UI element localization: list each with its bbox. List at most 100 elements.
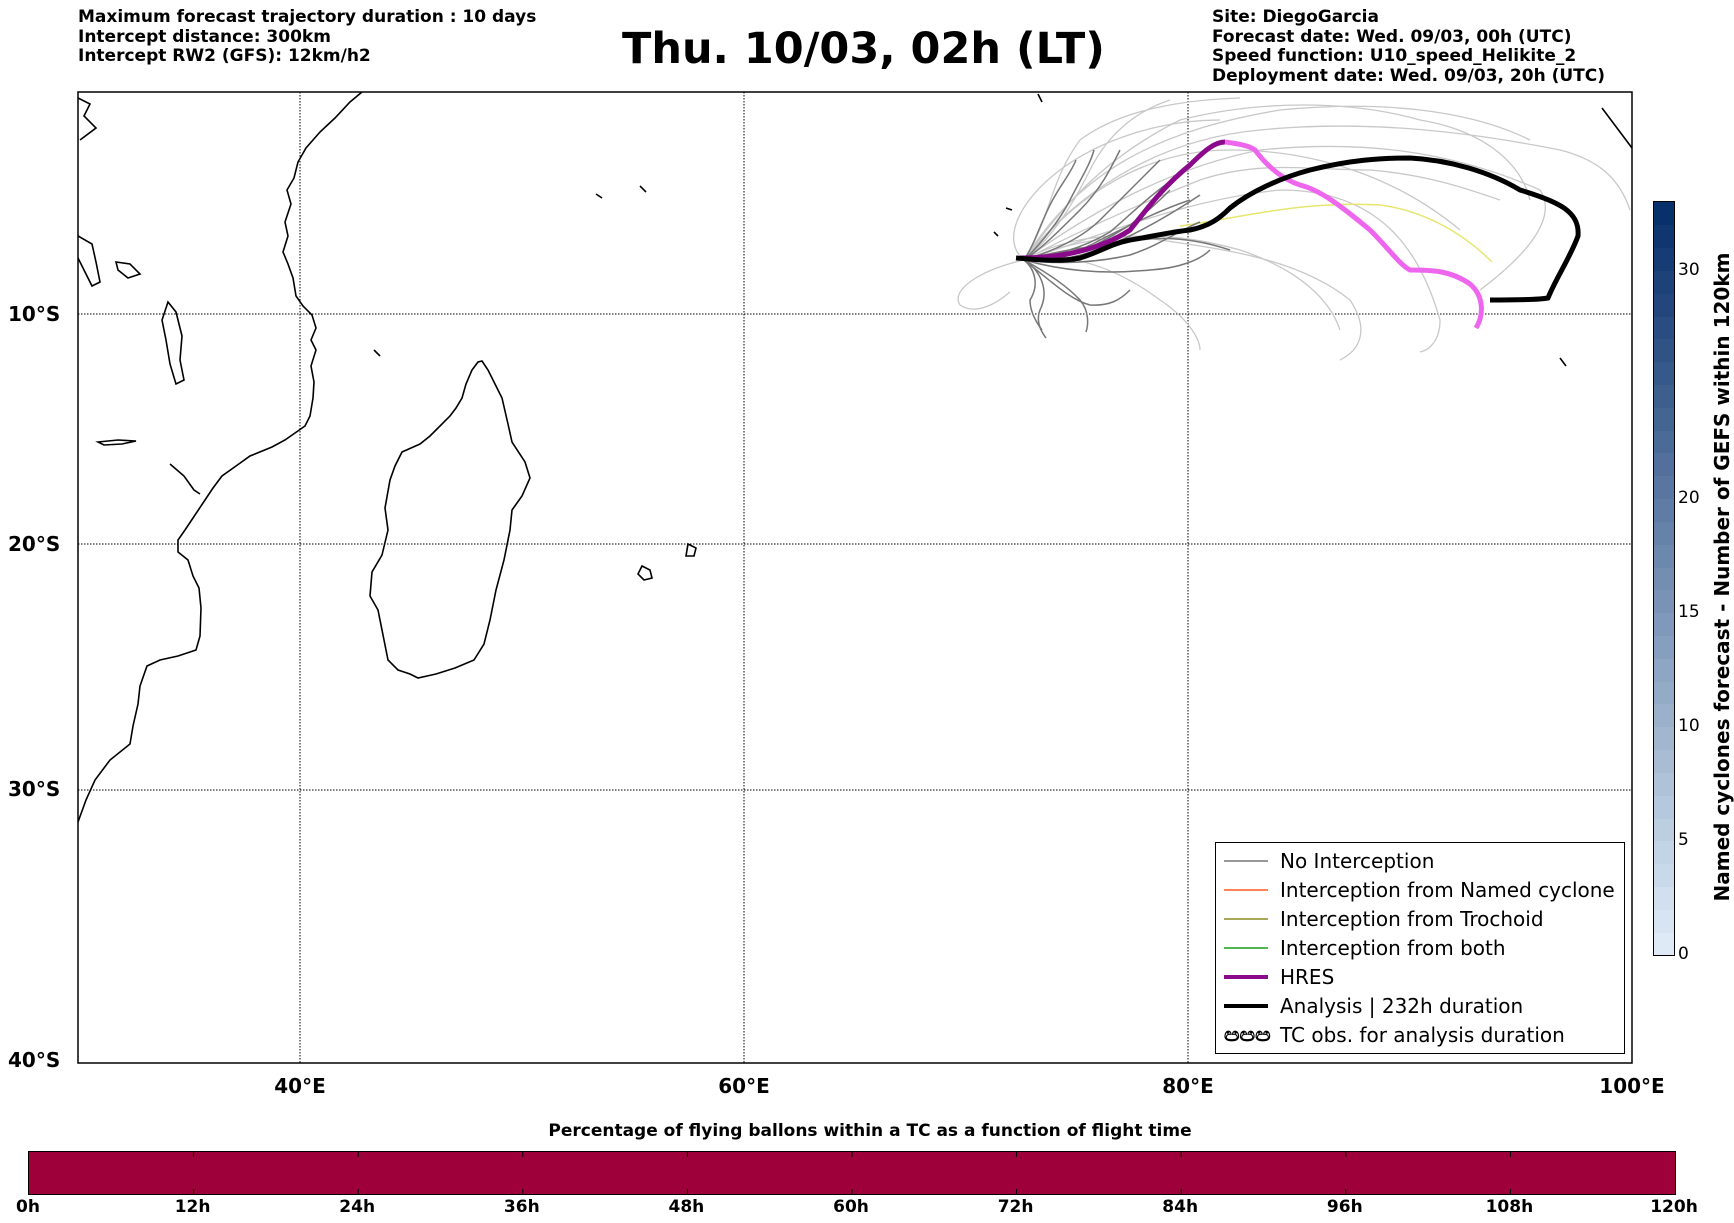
colorbar-segment <box>1654 384 1674 408</box>
hres-trajectory <box>1019 139 1226 261</box>
colorbar-segment <box>1654 795 1674 819</box>
sumatra-tip <box>1601 107 1632 149</box>
flight-time-tick-60h: 60h <box>833 1197 869 1217</box>
sri-lanka-tip <box>1037 93 1043 103</box>
colorbar-tick-5: 5 <box>1678 830 1689 850</box>
legend-label-tc-obs: TC obs. for analysis duration <box>1280 1022 1565 1047</box>
colorbar-segment <box>1654 658 1674 682</box>
legend-item-both: Interception from both <box>1224 933 1506 962</box>
flight-time-tick-96h: 96h <box>1326 1197 1363 1217</box>
colorbar-tick-20: 20 <box>1678 488 1700 508</box>
legend-label-named-cyclone: Interception from Named cyclone <box>1280 877 1615 902</box>
legend-item-named-cyclone: Interception from Named cyclone <box>1224 875 1615 904</box>
forecast-parameters: Maximum forecast trajectory duration : 1… <box>78 7 537 67</box>
colorbar-tick-30: 30 <box>1678 260 1700 280</box>
colorbar-segment <box>1654 338 1674 363</box>
flight-time-tick-24h: 24h <box>339 1197 376 1217</box>
colorbar-segment <box>1654 726 1674 751</box>
legend-label-no-interception: No Interception <box>1280 848 1435 873</box>
site-text: Site: DiegoGarcia <box>1212 7 1379 27</box>
colorbar-segment <box>1654 361 1674 386</box>
map-frame <box>77 91 1633 1064</box>
intercept-rw2-text: Intercept RW2 (GFS): 12km/h2 <box>78 46 371 66</box>
faint-ensemble-members <box>957 97 1631 361</box>
lon-label-60e: 60°E <box>718 1074 770 1098</box>
trajectories <box>957 97 1631 361</box>
colorbar-segment <box>1654 293 1674 317</box>
colorbar-segment <box>1654 521 1674 545</box>
flight-time-tick-36h: 36h <box>503 1197 540 1217</box>
lat-label-20s: 20°S <box>8 532 61 556</box>
colorbar-segment <box>1654 247 1674 271</box>
named-cyclone-swatch <box>1224 888 1268 891</box>
lon-label-80e: 80°E <box>1162 1074 1214 1098</box>
colorbar-segment <box>1654 932 1674 956</box>
legend-label-trochoid: Interception from Trochoid <box>1280 906 1544 931</box>
colorbar-segment <box>1654 612 1674 637</box>
lake-malawi <box>161 300 185 386</box>
legend-item-tc-obs: ඏඏඏ TC obs. for analysis duration <box>1224 1020 1565 1049</box>
colorbar-segment <box>1654 772 1674 796</box>
comoros <box>373 349 381 357</box>
flight-time-colorbar <box>28 1151 1676 1195</box>
hres-swatch <box>1224 974 1268 979</box>
maldives-1 <box>1005 207 1013 211</box>
legend-item-trochoid: Interception from Trochoid <box>1224 904 1544 933</box>
tc-obs-symbol: ඏඏඏ <box>1224 1023 1271 1046</box>
colorbar-label: Named cyclones forecast - Number of GEFS… <box>1710 252 1734 902</box>
colorbar-tick-10: 10 <box>1678 716 1700 736</box>
seychelles-2 <box>639 185 647 193</box>
flight-time-tick-48h: 48h <box>668 1197 705 1217</box>
reunion <box>685 542 697 557</box>
max-duration-text: Maximum forecast trajectory duration : 1… <box>78 7 537 27</box>
legend-item-analysis: Analysis | 232h duration <box>1224 991 1523 1020</box>
colorbar-segment <box>1654 202 1674 226</box>
legend-label-analysis: Analysis | 232h duration <box>1280 993 1524 1018</box>
colorbar-segment <box>1654 498 1674 522</box>
colorbar-segment <box>1654 886 1674 910</box>
colorbar-segment <box>1654 316 1674 340</box>
lake-victoria <box>114 261 142 279</box>
intercept-distance-text: Intercept distance: 300km <box>78 26 331 47</box>
analysis-swatch <box>1224 1003 1268 1008</box>
colorbar-segment <box>1654 430 1674 454</box>
colorbar-segment <box>1654 567 1674 591</box>
lake-kariba <box>95 439 137 446</box>
flight-time-tick-72h: 72h <box>997 1197 1034 1217</box>
lat-label-40s: 40°S <box>8 1048 61 1072</box>
seychelles-1 <box>595 193 603 199</box>
colorbar-segment <box>1654 270 1674 294</box>
lat-label-30s: 30°S <box>8 777 61 801</box>
no-interception-swatch <box>1224 859 1268 862</box>
colorbar-segment <box>1654 681 1674 705</box>
colorbar-segment <box>1654 704 1674 728</box>
colorbar-segment <box>1654 840 1674 865</box>
page-title: Thu. 10/03, 02h (LT) <box>622 24 1105 74</box>
maldives-2 <box>993 231 999 237</box>
colorbar-segment <box>1654 863 1674 888</box>
madagascar-coastline <box>369 360 531 679</box>
lon-label-40e: 40°E <box>274 1074 326 1098</box>
flight-time-tick-120h: 120h <box>1650 1197 1698 1217</box>
colorbar-tick-15: 15 <box>1678 602 1700 622</box>
colorbar-segment <box>1654 407 1674 431</box>
mauritius <box>637 564 653 581</box>
deployment-date-text: Deployment date: Wed. 09/03, 20h (UTC) <box>1212 65 1606 86</box>
colorbar-segment <box>1654 635 1674 659</box>
colorbar-segment <box>1654 909 1674 933</box>
legend: No Interception Interception from Named … <box>1215 842 1625 1054</box>
legend-item-hres: HRES <box>1224 962 1334 991</box>
colorbar-segment <box>1654 818 1674 842</box>
colorbar-segment <box>1654 453 1674 477</box>
cyclone-count-colorbar <box>1653 201 1675 956</box>
colorbar-segment <box>1654 475 1674 500</box>
colorbar-segment <box>1654 749 1674 773</box>
both-swatch <box>1224 946 1268 949</box>
zambezi-river <box>169 463 201 495</box>
flight-time-tick-0h: 0h <box>16 1197 40 1217</box>
colorbar-segment <box>1654 589 1674 614</box>
somalia-horn-coast <box>78 97 98 141</box>
forecast-date-text: Forecast date: Wed. 09/03, 00h (UTC) <box>1212 26 1572 47</box>
trochoid-swatch <box>1224 917 1268 920</box>
site-info: Site: DiegoGarcia Forecast date: Wed. 09… <box>1212 7 1606 86</box>
